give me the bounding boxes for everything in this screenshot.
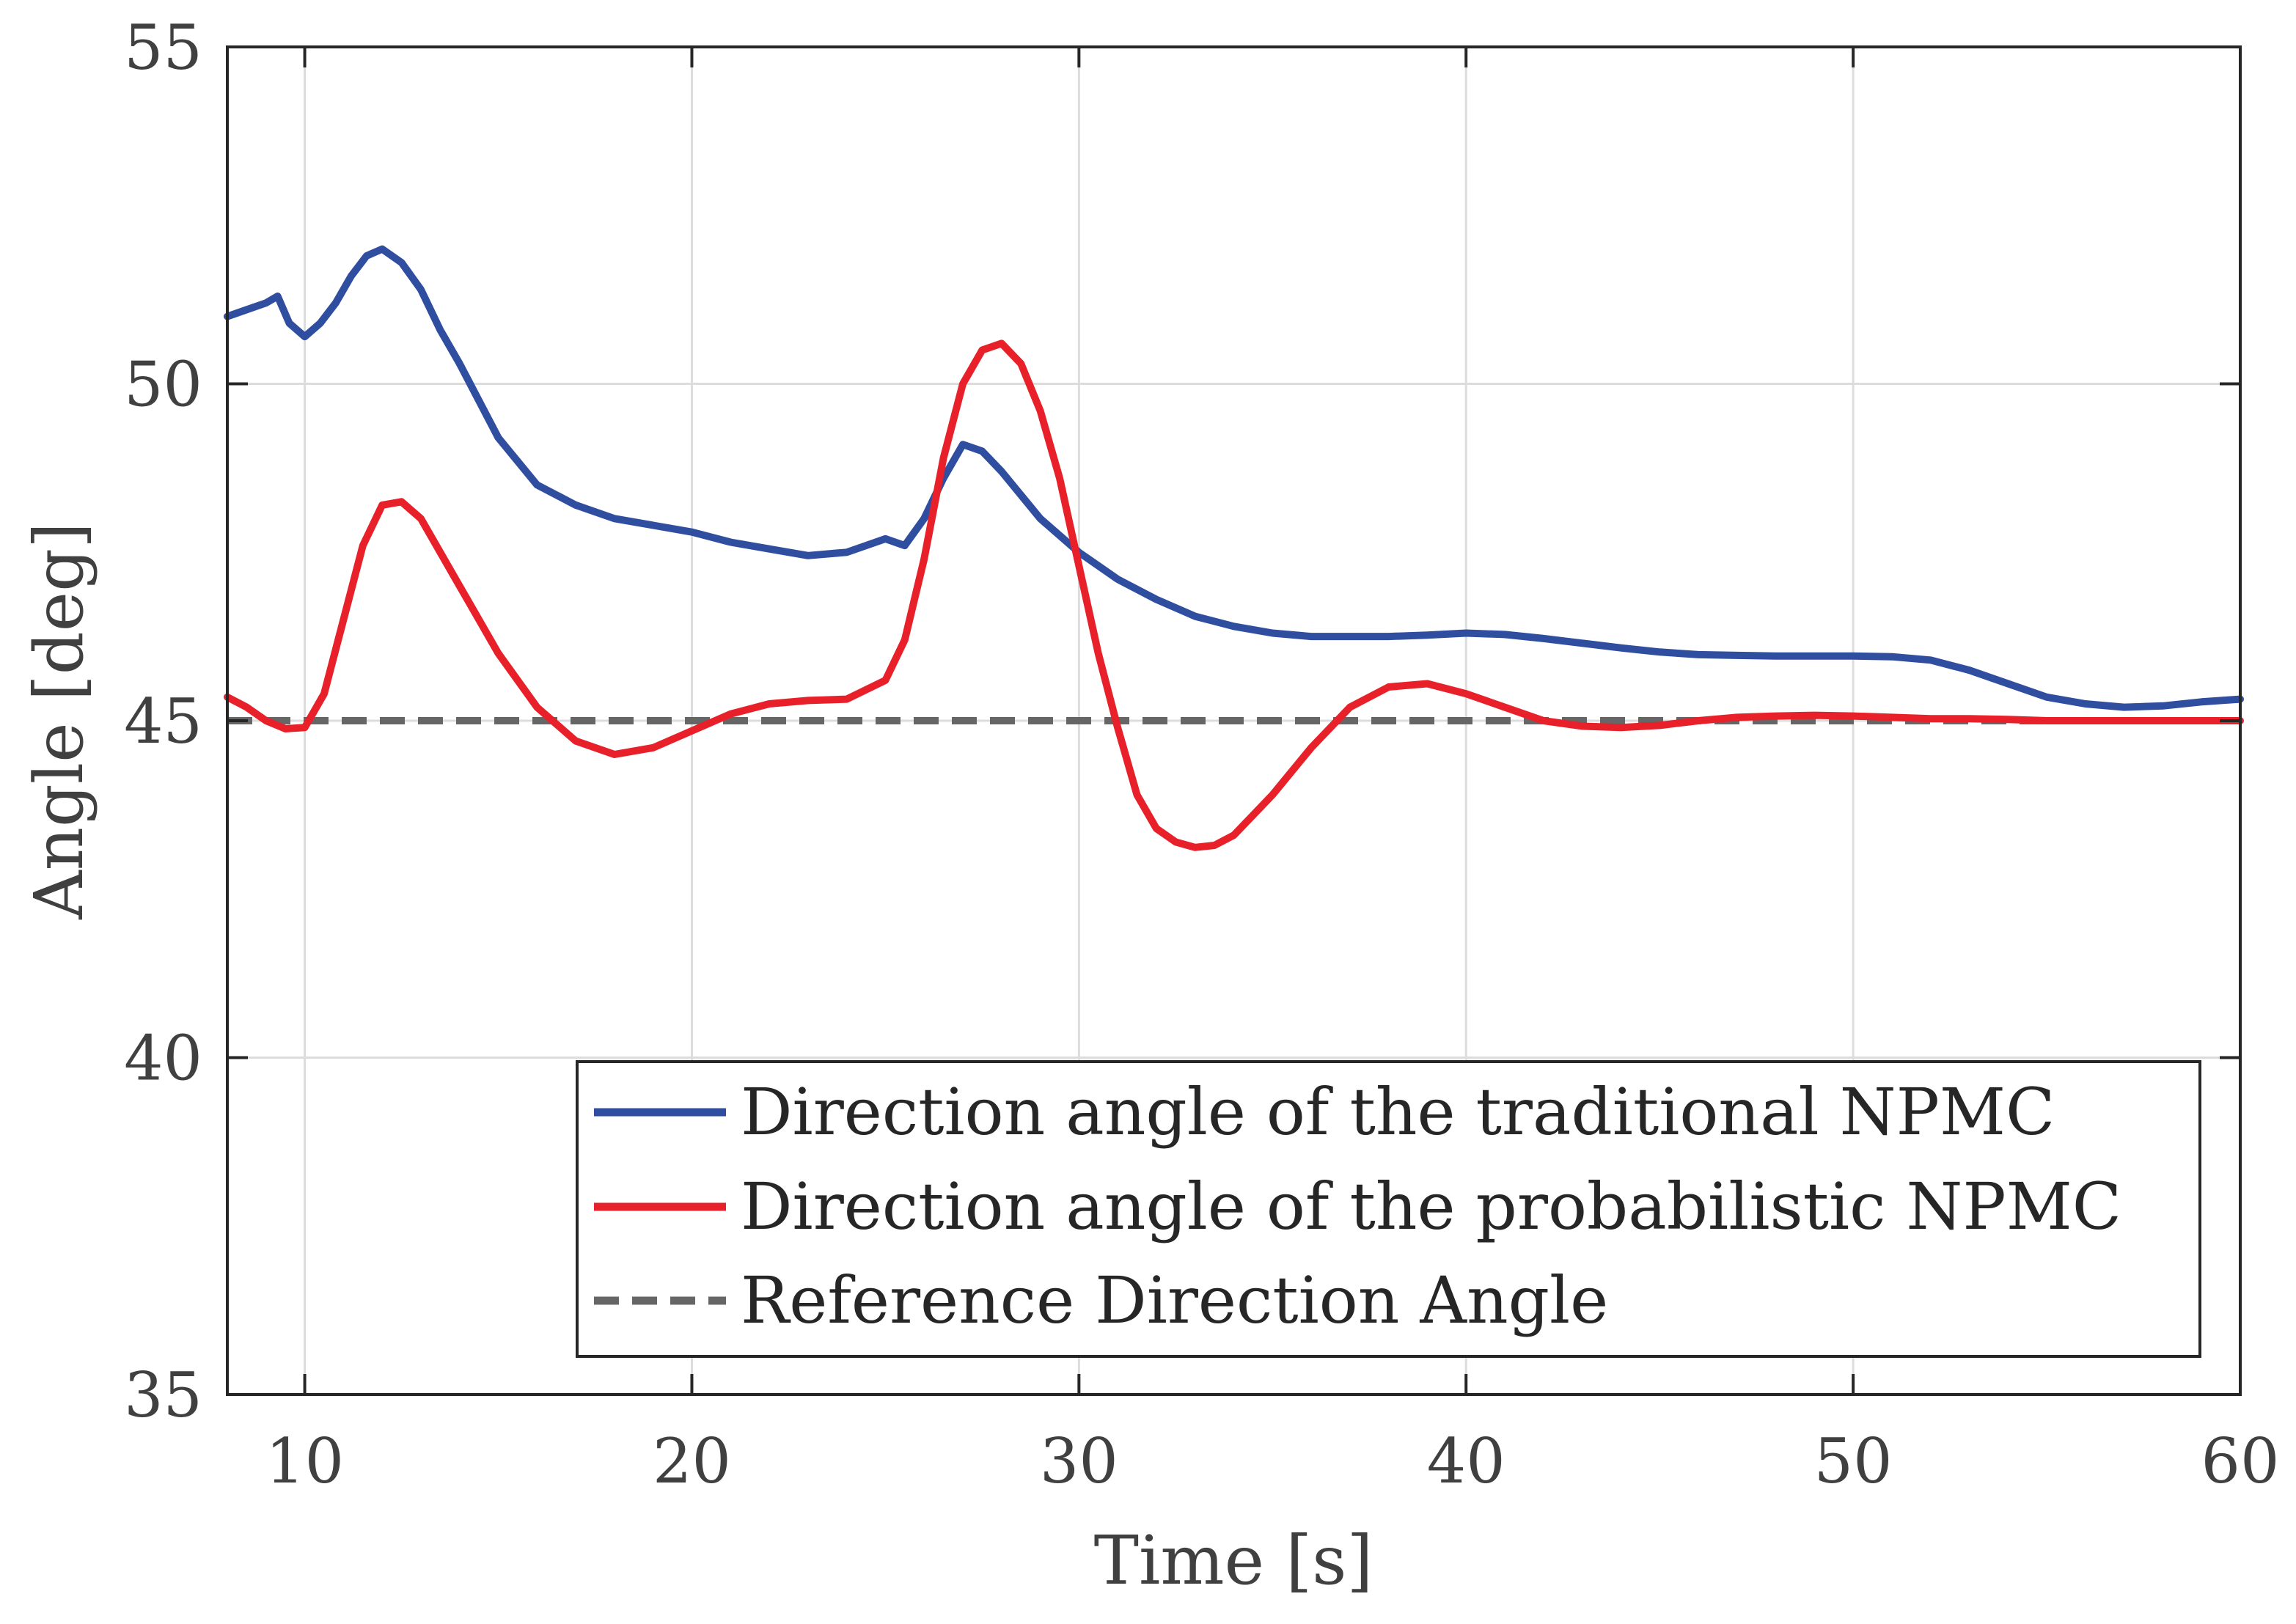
legend-label-reference: Reference Direction Angle: [741, 1263, 1608, 1338]
x-tick-label: 10: [265, 1425, 344, 1497]
series-group: [224, 245, 2244, 851]
x-tick-labels: 10 20 30 40 50 60: [265, 1425, 2279, 1497]
x-tick-label: 50: [1814, 1425, 1893, 1497]
legend-label-traditional: Direction angle of the traditional NPMC: [741, 1074, 2055, 1150]
x-tick-label: 40: [1427, 1425, 1505, 1497]
traditional-npmc-line: [224, 245, 2244, 711]
y-tick-label: 50: [124, 349, 202, 421]
x-tick-label: 30: [1040, 1425, 1118, 1497]
y-tick-label: 40: [124, 1023, 202, 1095]
y-tick-label: 45: [124, 686, 202, 757]
legend-label-probabilistic: Direction angle of the probabilistic NPM…: [741, 1169, 2121, 1244]
y-axis-label: Angle [deg]: [20, 522, 98, 920]
legend: Direction angle of the traditional NPMC …: [576, 1060, 2201, 1358]
y-tick-labels: 35 40 45 50 55: [124, 12, 202, 1431]
x-tick-label: 60: [2201, 1425, 2280, 1497]
legend-box: [576, 1060, 2201, 1358]
ticks: [227, 45, 2242, 1396]
y-tick-label: 35: [124, 1359, 202, 1431]
x-axis-label: Time [s]: [1094, 1521, 1373, 1600]
probabilistic-npmc-line: [224, 339, 2244, 851]
y-tick-label: 55: [124, 12, 202, 84]
x-tick-label: 20: [653, 1425, 731, 1497]
